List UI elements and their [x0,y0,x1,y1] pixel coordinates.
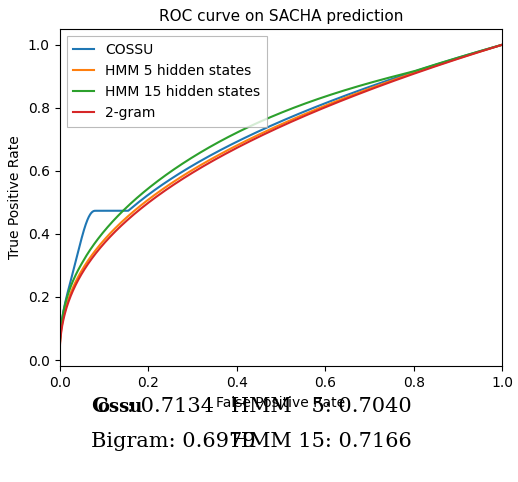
Title: ROC curve on SACHA prediction: ROC curve on SACHA prediction [159,9,403,24]
Text: HMM   5: 0.7040: HMM 5: 0.7040 [231,397,411,416]
Y-axis label: True Positive Rate: True Positive Rate [8,136,22,259]
Text: C: C [91,396,107,416]
HMM 5 hidden states [402,73,408,79]
Line: HMM 15 hidden states: HMM 15 hidden states [60,45,502,360]
Legend: COSSU, HMM 5 hidden states, HMM 15 hidden states, 2-gram: COSSU, HMM 5 hidden states, HMM 15 hidde… [66,36,267,127]
HMM 5 hidden states [102,236,108,242]
Text: Bigram: 0.6979: Bigram: 0.6979 [91,432,255,451]
HMM 15 hidden states [361,82,367,88]
COSSU [361,86,367,92]
HMM 15 hidden states [102,228,108,233]
2-gram [499,42,506,48]
COSSU [410,69,416,75]
HMM 5 hidden states [236,142,242,147]
Text: : 0.7134: : 0.7134 [127,397,214,416]
HMM 5 hidden states [499,42,506,48]
2-gram [56,357,63,363]
HMM 15 hidden states [236,129,242,134]
Text: HMM 15: 0.7166: HMM 15: 0.7166 [231,432,411,451]
HMM 15 hidden states [252,121,258,127]
HMM 5 hidden states [56,357,63,363]
COSSU [499,42,506,48]
COSSU [236,138,242,144]
COSSU [402,72,408,78]
COSSU [102,208,108,214]
2-gram [402,74,408,80]
2-gram [361,89,367,95]
HMM 5 hidden states [252,134,258,139]
2-gram [410,71,416,77]
Line: HMM 5 hidden states: HMM 5 hidden states [60,45,502,360]
HMM 5 hidden states [410,70,416,76]
HMM 15 hidden states [402,71,408,77]
2-gram [252,136,258,142]
COSSU [56,356,63,362]
HMM 15 hidden states [410,68,416,74]
2-gram [102,240,108,245]
HMM 15 hidden states [499,42,506,48]
2-gram [236,144,242,150]
X-axis label: False Positive Rate: False Positive Rate [217,396,346,410]
Text: ossu: ossu [97,398,142,416]
HMM 15 hidden states [56,357,63,363]
Line: 2-gram: 2-gram [60,45,502,360]
COSSU [252,130,258,136]
HMM 5 hidden states [361,88,367,94]
Line: COSSU: COSSU [60,45,502,359]
